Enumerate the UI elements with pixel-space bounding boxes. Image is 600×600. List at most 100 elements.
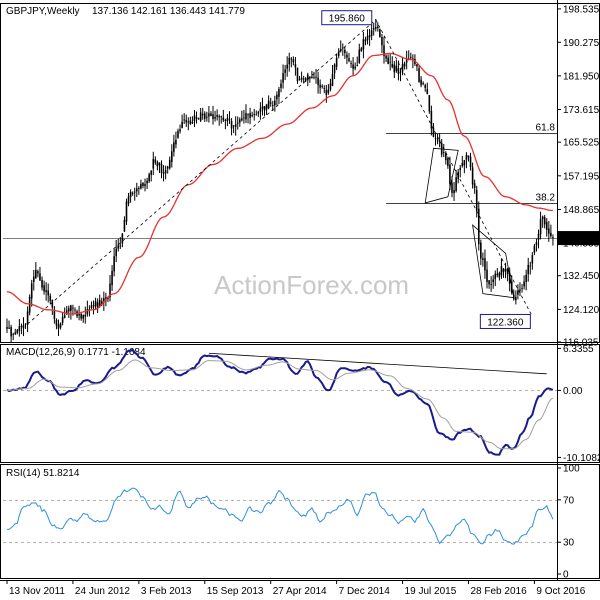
candle-body bbox=[164, 170, 167, 174]
candle-body bbox=[103, 298, 105, 303]
last-price-tag-label: 141.779 bbox=[561, 234, 598, 245]
candle-body bbox=[152, 158, 155, 169]
candle-body bbox=[354, 66, 356, 69]
candle-body bbox=[88, 308, 91, 310]
candle-body bbox=[63, 315, 66, 319]
annotation-layer: 195.860 122.360 bbox=[27, 10, 533, 329]
candle-body bbox=[245, 113, 247, 120]
x-tick-label: 19 Jul 2015 bbox=[405, 586, 457, 597]
candle-body bbox=[543, 217, 546, 225]
candle-body bbox=[389, 61, 391, 63]
candle-body bbox=[72, 307, 74, 309]
candle-body bbox=[482, 258, 484, 260]
macd-layer: MACD(12,26,9) 0.1771 -1.1684 bbox=[3, 347, 557, 456]
candle-body bbox=[30, 283, 33, 299]
candle-body bbox=[539, 219, 542, 235]
price-y-tick-label: 157.195 bbox=[563, 171, 600, 182]
macd-trendline bbox=[208, 352, 547, 375]
candle-body bbox=[331, 73, 334, 86]
candle-body bbox=[364, 39, 367, 42]
candle-body bbox=[284, 69, 286, 73]
candle-body bbox=[360, 48, 363, 51]
candle-body bbox=[356, 65, 359, 67]
candle-body bbox=[267, 100, 270, 109]
candle-body bbox=[548, 228, 550, 234]
candle-body bbox=[403, 63, 406, 67]
candle-body bbox=[344, 49, 346, 54]
candle-body bbox=[28, 297, 31, 313]
rsi-line bbox=[6, 487, 554, 545]
candle-body bbox=[206, 116, 208, 118]
x-tick-label: 3 Feb 2013 bbox=[141, 586, 192, 597]
candle-body bbox=[323, 87, 326, 89]
candle-body bbox=[241, 118, 243, 121]
rsi-y-tick-label: 70 bbox=[563, 495, 575, 506]
candle-body bbox=[98, 299, 101, 307]
candle-body bbox=[158, 162, 161, 166]
candle-body bbox=[162, 172, 165, 174]
candle-body bbox=[288, 57, 291, 65]
candle-body bbox=[519, 289, 521, 291]
candle-body bbox=[59, 323, 62, 328]
candle-body bbox=[424, 85, 427, 88]
rsi-label: RSI(14) 51.8214 bbox=[6, 468, 80, 479]
candle-body bbox=[372, 27, 375, 30]
candle-body bbox=[181, 121, 183, 128]
candle-body bbox=[92, 304, 95, 307]
candle-body bbox=[494, 273, 497, 280]
candle-body bbox=[10, 327, 12, 337]
candle-body bbox=[123, 220, 126, 232]
fib-label-61.8: 61.8 bbox=[536, 123, 556, 134]
candle-body bbox=[247, 114, 249, 116]
candle-body bbox=[156, 162, 159, 167]
candle-body bbox=[515, 296, 517, 301]
candle-body bbox=[337, 51, 340, 57]
signal-line bbox=[7, 359, 554, 450]
candle-body bbox=[346, 54, 348, 58]
candle-body bbox=[47, 290, 50, 296]
candle-body bbox=[463, 160, 466, 166]
candle-body bbox=[420, 79, 422, 86]
candle-body bbox=[140, 183, 142, 189]
candle-body bbox=[53, 309, 56, 319]
candle-body bbox=[461, 163, 464, 167]
macd-y-tick-label: 6.3355 bbox=[563, 344, 594, 355]
price-y-tick-label: 165.525 bbox=[563, 138, 600, 149]
candle-body bbox=[541, 216, 544, 220]
candle-body bbox=[78, 314, 80, 316]
candle-body bbox=[304, 78, 307, 81]
macd-y-tick-label: 0.00 bbox=[563, 386, 583, 397]
price-y-tick-label: 198.535 bbox=[563, 4, 600, 15]
price-y-tick-label: 173.615 bbox=[563, 105, 600, 116]
candle-body bbox=[57, 324, 60, 329]
price-y-tick-label: 116.035 bbox=[563, 338, 599, 349]
candle-body bbox=[171, 151, 173, 162]
candle-body bbox=[325, 90, 328, 96]
candle-body bbox=[342, 47, 344, 49]
x-tick-label: 7 Dec 2014 bbox=[339, 586, 391, 597]
candle-body bbox=[65, 310, 68, 315]
candle-body bbox=[296, 67, 299, 82]
candle-body bbox=[492, 279, 494, 283]
candle-body bbox=[500, 266, 503, 276]
candle-body bbox=[20, 326, 23, 327]
candle-body bbox=[391, 64, 394, 68]
candle-body bbox=[350, 63, 352, 64]
candle-body bbox=[111, 270, 113, 286]
candle-body bbox=[282, 73, 284, 83]
candle-body bbox=[535, 242, 538, 246]
candle-body bbox=[259, 108, 262, 112]
candle-body bbox=[422, 82, 424, 84]
candle-body bbox=[428, 95, 431, 112]
candle-body bbox=[257, 112, 260, 114]
candle-body bbox=[436, 139, 439, 141]
candle-body bbox=[379, 29, 381, 38]
candle-body bbox=[358, 49, 361, 63]
candle-body bbox=[193, 115, 196, 122]
candle-body bbox=[300, 77, 303, 80]
candle-body bbox=[220, 116, 223, 118]
candle-body bbox=[39, 273, 41, 281]
flag-pattern-1 bbox=[424, 147, 459, 204]
